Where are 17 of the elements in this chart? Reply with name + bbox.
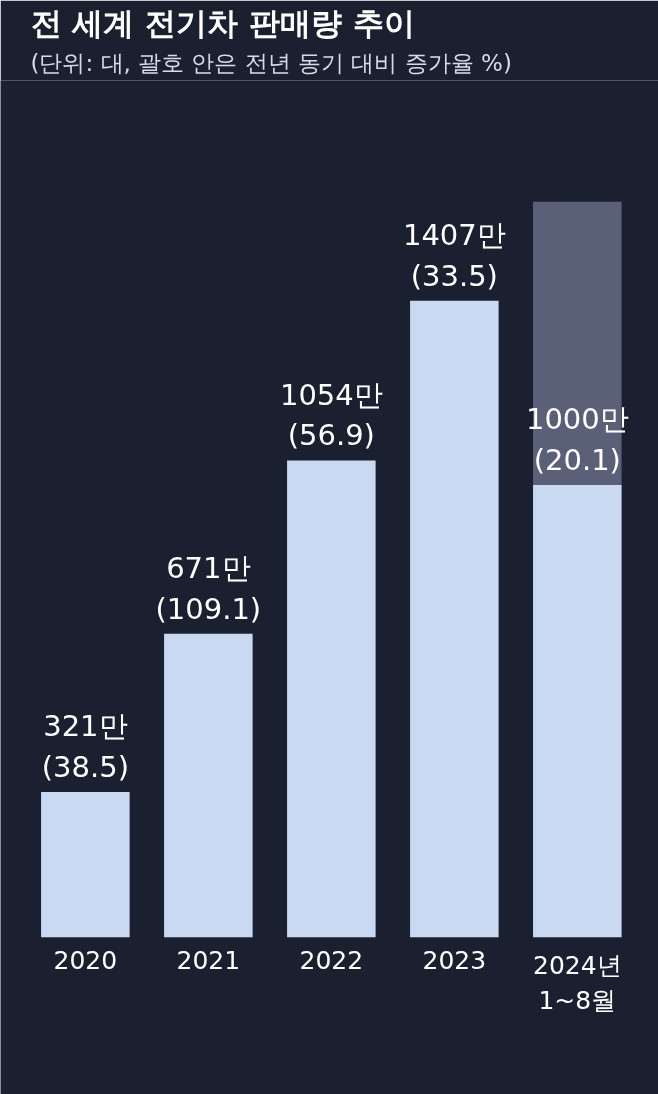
data-label: 321만 (38.5) [41, 709, 129, 784]
x-tick-label: 2024년 1~8월 [533, 951, 622, 1015]
bar [533, 484, 622, 938]
bar [287, 460, 376, 938]
x-tick-label: 2020 [53, 946, 118, 976]
x-tick-label: 2023 [422, 946, 487, 976]
chart-subtitle: (단위: 대, 괄호 안은 전년 동기 대비 증가율 %) [30, 49, 512, 76]
data-label: 1054만 (56.9) [279, 377, 383, 453]
bar [41, 791, 130, 938]
bar [164, 633, 253, 938]
data-label: 1000만 (20.1) [525, 402, 629, 477]
x-tick-label: 2022 [299, 946, 364, 976]
data-label: 671만 (109.1) [155, 550, 262, 626]
x-tick-label: 2021 [176, 946, 241, 976]
chart-title: 전 세계 전기차 판매량 추이 [30, 4, 415, 41]
bar [410, 300, 499, 938]
data-label: 1407만 (33.5) [402, 218, 506, 293]
